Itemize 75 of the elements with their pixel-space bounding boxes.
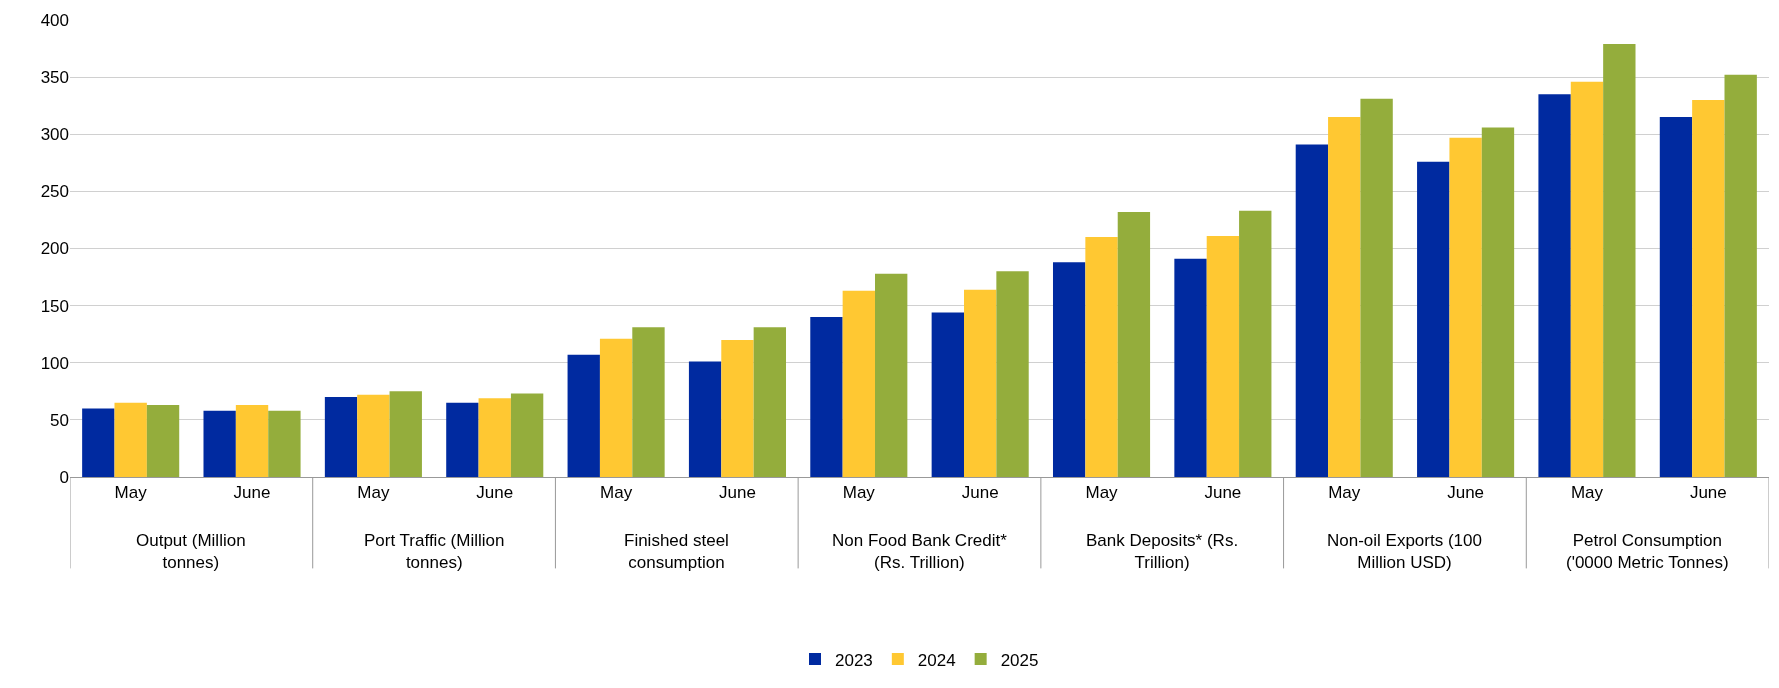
x-tick-label: June xyxy=(233,483,271,503)
bar xyxy=(1328,117,1361,477)
bar xyxy=(510,393,544,477)
bar xyxy=(146,405,180,477)
text: Non Food Bank Credit* (Rs. Trillion) xyxy=(832,531,1008,573)
text: Non-oil Exports (100 Million USD) xyxy=(1327,531,1482,573)
x-tick-label: June xyxy=(1204,483,1242,503)
bar xyxy=(1417,161,1450,477)
bar xyxy=(1174,258,1207,477)
x-tick-label: June xyxy=(961,483,999,503)
y-tick-label: 100 xyxy=(40,353,69,373)
bar xyxy=(1724,74,1757,477)
bar xyxy=(1052,262,1086,477)
bar xyxy=(1360,98,1393,477)
bar xyxy=(389,391,422,477)
bar xyxy=(114,402,147,477)
x-tick-label: May xyxy=(1085,483,1119,503)
bar xyxy=(1538,94,1571,477)
bar xyxy=(875,273,908,477)
bar xyxy=(446,402,479,477)
x-tick-label: May xyxy=(1328,483,1361,503)
bar xyxy=(1206,235,1240,477)
text: Petrol Consumption ('0000 Metric Tonnes) xyxy=(1566,531,1729,573)
bar xyxy=(1692,99,1725,477)
x-tick-label: May xyxy=(1570,483,1604,503)
x-tick-label: June xyxy=(719,483,756,503)
x-tick-label: May xyxy=(600,483,633,503)
bar xyxy=(268,410,301,477)
bar xyxy=(632,327,665,477)
bar xyxy=(1117,211,1151,477)
bar xyxy=(203,410,236,477)
x-tick-label: May xyxy=(842,483,876,503)
y-tick-label: 200 xyxy=(40,239,69,259)
x-tick-label: May xyxy=(114,483,148,503)
y-tick-label: 350 xyxy=(40,68,69,88)
bar xyxy=(931,312,964,477)
bar xyxy=(324,397,358,477)
bar xyxy=(810,317,843,477)
bar xyxy=(478,398,511,477)
x-tick-label: May xyxy=(357,483,390,503)
legend-label: 2023 xyxy=(835,650,873,670)
bar xyxy=(688,361,722,477)
bar xyxy=(1603,43,1636,477)
bar xyxy=(753,327,787,477)
legend-label: 2024 xyxy=(917,650,956,670)
bar xyxy=(721,339,754,477)
bar xyxy=(1085,237,1118,477)
y-tick-label: 50 xyxy=(50,410,69,430)
x-tick-label: June xyxy=(1447,483,1485,503)
text: Finished steel consumption xyxy=(624,531,729,573)
bar xyxy=(567,354,600,477)
y-tick-label: 0 xyxy=(59,467,69,487)
bar xyxy=(599,338,633,477)
x-tick-label: June xyxy=(1689,483,1727,503)
y-tick-label: 150 xyxy=(40,296,69,316)
bar xyxy=(235,405,269,477)
x-tick-label: June xyxy=(476,483,514,503)
bar xyxy=(1239,210,1272,477)
y-tick-label: 300 xyxy=(40,125,69,145)
bar xyxy=(1295,144,1329,477)
y-tick-label: 250 xyxy=(40,182,69,202)
text: Port Traffic (Million tonnes) xyxy=(364,531,505,573)
text: Output (Million tonnes) xyxy=(136,531,246,573)
bar xyxy=(964,289,997,477)
legend-label: 2025 xyxy=(1000,650,1039,670)
bar xyxy=(842,290,875,477)
bar xyxy=(82,408,115,477)
y-tick-label: 400 xyxy=(40,10,69,30)
bar xyxy=(1481,127,1515,477)
bar xyxy=(1659,117,1693,477)
bar xyxy=(1449,137,1482,477)
bar xyxy=(357,394,390,477)
text: Bank Deposits* (Rs. Trillion) xyxy=(1086,531,1239,573)
bar xyxy=(1570,81,1604,477)
bar xyxy=(996,271,1029,477)
